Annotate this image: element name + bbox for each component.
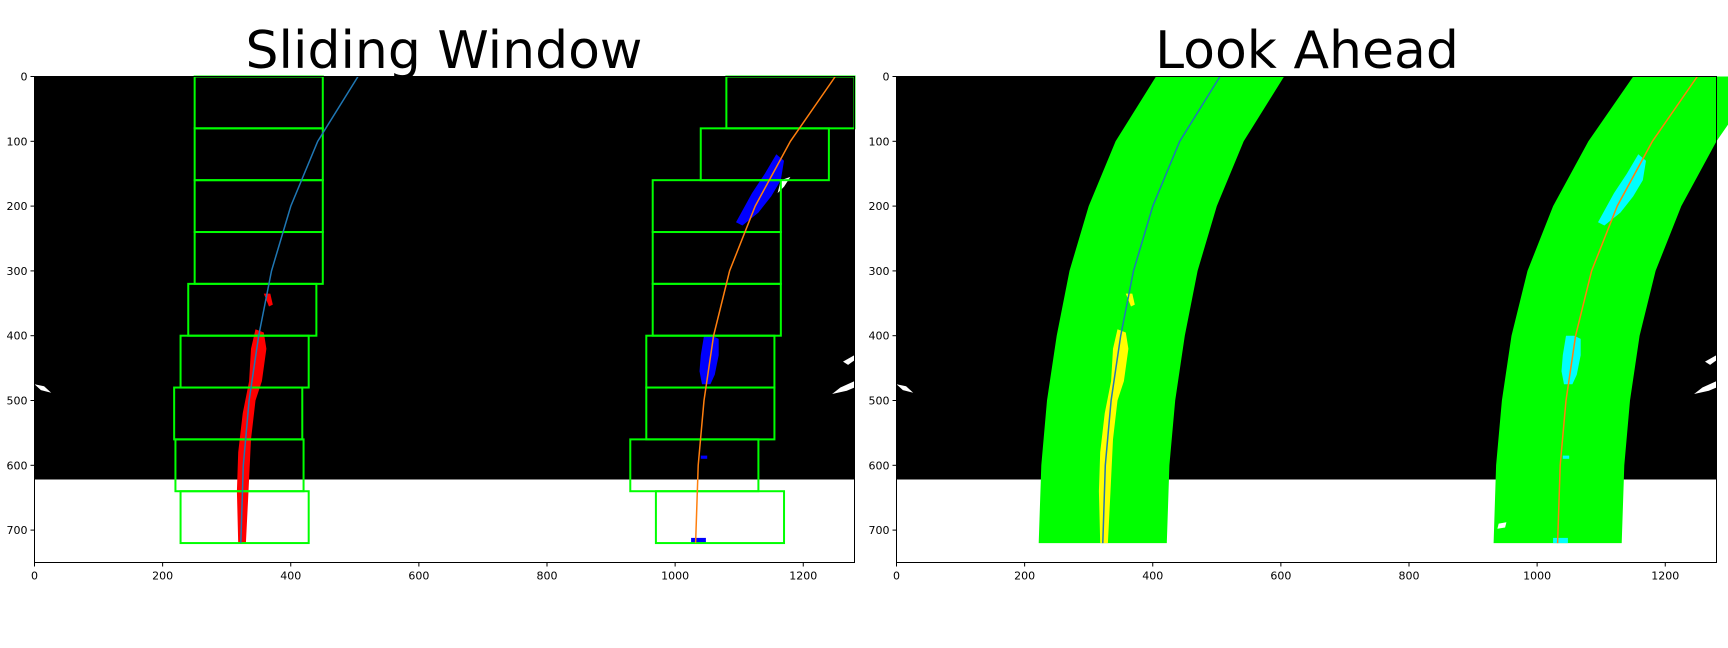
x-tick-label: 200	[1014, 570, 1035, 583]
sliding-window-image	[34, 76, 855, 480]
right-search-band	[1493, 76, 1728, 544]
y-tick-label: 600	[869, 459, 890, 472]
look-ahead-subplot: Look Ahead 0 200 400 600 800 1000 1200 0 100 200 3…	[869, 21, 1728, 583]
noise-pixels	[635, 522, 645, 529]
x-tick-label: 1000	[661, 570, 689, 583]
x-tick-label: 400	[1142, 570, 1163, 583]
x-tick-label: 0	[31, 570, 38, 583]
left-lane-pixels	[1098, 329, 1129, 544]
left-lane-pixels	[236, 329, 267, 544]
right-lane-pixels	[1598, 154, 1646, 226]
x-tick-label: 800	[537, 570, 558, 583]
y-tick-label: 300	[869, 265, 890, 278]
y-tick-label: 100	[869, 135, 890, 148]
right-lane-pixels	[1553, 537, 1568, 544]
x-tick-label: 1200	[1651, 570, 1679, 583]
noise-pixels	[545, 530, 554, 537]
sliding-window-axes-frame	[34, 76, 855, 563]
y-tick-label: 500	[7, 395, 28, 408]
x-tick-label: 0	[893, 570, 900, 583]
y-tick-label: 700	[869, 524, 890, 537]
y-tick-label: 0	[21, 71, 28, 84]
x-tick-label: 1200	[789, 570, 817, 583]
left-fit-curve	[240, 76, 359, 544]
x-tick-label: 1000	[1523, 570, 1551, 583]
left-search-band	[1038, 76, 1285, 544]
sliding-window-empty-area	[34, 479, 855, 563]
noise-pixels	[843, 355, 855, 365]
y-tick-label: 400	[7, 330, 28, 343]
noise-pixels	[896, 384, 914, 393]
right-lane-pixels	[736, 154, 784, 226]
noise-pixels	[1407, 530, 1416, 537]
noise-pixels	[34, 384, 52, 393]
right-lane-pixels	[1562, 455, 1570, 459]
y-tick-label: 100	[7, 135, 28, 148]
y-tick-label: 200	[7, 200, 28, 213]
y-tick-label: 700	[7, 524, 28, 537]
right-fit-curve	[694, 76, 836, 544]
right-lane-pixels	[700, 455, 708, 459]
y-tick-label: 200	[869, 200, 890, 213]
x-tick-label: 400	[280, 570, 301, 583]
y-tick-label: 300	[7, 265, 28, 278]
noise-pixels	[472, 536, 477, 540]
y-tick-label: 400	[869, 330, 890, 343]
look-ahead-title: Look Ahead	[1155, 21, 1459, 81]
noise-pixels	[1334, 536, 1339, 540]
noise-pixels	[1497, 522, 1507, 529]
right-lane-pixels	[691, 537, 706, 544]
noise-pixels	[832, 381, 855, 394]
noise-pixels	[1694, 381, 1717, 394]
x-tick-label: 600	[1270, 570, 1291, 583]
left-fit-curve	[1102, 76, 1221, 544]
y-tick-label: 600	[7, 459, 28, 472]
right-lane-pixels	[1561, 335, 1581, 385]
x-tick-label: 600	[408, 570, 429, 583]
x-tick-label: 200	[152, 570, 173, 583]
x-tick-label: 800	[1399, 570, 1420, 583]
sliding-window-subplot: Sliding Window 0 200 400 600 800 1000 1200 0 100…	[7, 21, 856, 583]
left-window	[179, 490, 310, 545]
look-ahead-axes-frame	[896, 76, 1717, 563]
right-fit-curve	[1556, 76, 1698, 544]
y-tick-label: 0	[883, 71, 890, 84]
right-lane-pixels	[699, 335, 719, 385]
sliding-window-title: Sliding Window	[246, 21, 643, 81]
right-window	[654, 490, 786, 545]
noise-pixels	[1705, 355, 1717, 365]
y-tick-label: 500	[869, 395, 890, 408]
